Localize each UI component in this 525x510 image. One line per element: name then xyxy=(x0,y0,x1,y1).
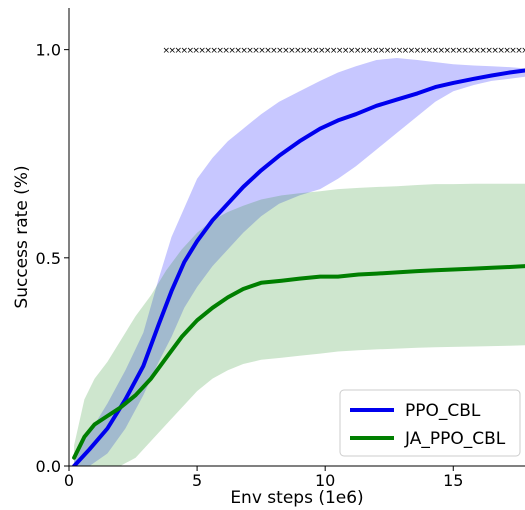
marker-point: × xyxy=(312,46,320,56)
marker-point: × xyxy=(491,46,499,56)
marker-point: × xyxy=(366,46,374,56)
marker-point: × xyxy=(444,46,452,56)
x-tick-label: 15 xyxy=(443,471,463,490)
marker-point: × xyxy=(210,46,218,56)
marker-point: × xyxy=(252,46,260,56)
line-ja-ppo-cbl xyxy=(72,264,525,460)
marker-point: × xyxy=(360,46,368,56)
marker-point: × xyxy=(461,46,469,56)
marker-point: × xyxy=(222,46,230,56)
marker-point: × xyxy=(503,46,511,56)
marker-point: × xyxy=(204,46,212,56)
marker-point: × xyxy=(336,46,344,56)
marker-point: × xyxy=(420,46,428,56)
marker-point: × xyxy=(473,46,481,56)
marker-point: × xyxy=(408,46,416,56)
marker-point: × xyxy=(175,46,183,56)
y-tick-label: 0.5 xyxy=(36,249,61,268)
ticks: 0 5 10 15 0.0 0.5 1.0 xyxy=(36,41,464,490)
marker-point: × xyxy=(342,46,350,56)
marker-point: × xyxy=(354,46,362,56)
marker-point: × xyxy=(324,46,332,56)
marker-point: × xyxy=(216,46,224,56)
marker-point: × xyxy=(288,46,296,56)
x-tick-label: 5 xyxy=(192,471,202,490)
marker-point: × xyxy=(169,46,177,56)
marker-point: × xyxy=(192,46,200,56)
marker-point: × xyxy=(258,46,266,56)
marker-point: × xyxy=(390,46,398,56)
marker-point: × xyxy=(276,46,284,56)
marker-point: × xyxy=(515,46,523,56)
marker-point: × xyxy=(187,46,195,56)
marker-point: × xyxy=(450,46,458,56)
marker-point: × xyxy=(396,46,404,56)
marker-point: × xyxy=(264,46,272,56)
marker-point: × xyxy=(294,46,302,56)
y-axis-label: Success rate (%) xyxy=(12,165,32,308)
marker-point: × xyxy=(318,46,326,56)
marker-point: × xyxy=(402,46,410,56)
marker-point: × xyxy=(181,46,189,56)
y-tick-label: 0.0 xyxy=(36,457,61,476)
marker-point: × xyxy=(509,46,517,56)
marker-point: × xyxy=(497,46,505,56)
marker-point: × xyxy=(378,46,386,56)
legend-label-ppo-cbl: PPO_CBL xyxy=(405,401,481,421)
marker-point: × xyxy=(234,46,242,56)
marker-point: × xyxy=(384,46,392,56)
axes xyxy=(68,8,525,467)
marker-point: × xyxy=(521,46,525,56)
marker-point: × xyxy=(455,46,463,56)
marker-row: ××××××××××××××××××××××××××××××××××××××××… xyxy=(163,46,525,56)
marker-point: × xyxy=(348,46,356,56)
series-lines xyxy=(72,68,525,466)
marker-point: × xyxy=(467,46,475,56)
marker-point: × xyxy=(485,46,493,56)
marker-point: × xyxy=(432,46,440,56)
y-tick-label: 1.0 xyxy=(36,41,61,60)
marker-point: × xyxy=(270,46,278,56)
marker-point: × xyxy=(240,46,248,56)
marker-point: × xyxy=(228,46,236,56)
marker-point: × xyxy=(372,46,380,56)
marker-point: × xyxy=(282,46,290,56)
marker-point: × xyxy=(414,46,422,56)
marker-point: × xyxy=(479,46,487,56)
x-tick-label: 10 xyxy=(315,471,335,490)
x-axis-label: Env steps (1e6) xyxy=(230,488,363,508)
x-tick-label: 0 xyxy=(64,471,74,490)
marker-point: × xyxy=(330,46,338,56)
marker-point: × xyxy=(246,46,254,56)
legend: PPO_CBL JA_PPO_CBL xyxy=(339,389,521,457)
marker-point: × xyxy=(198,46,206,56)
marker-point: × xyxy=(306,46,314,56)
marker-point: × xyxy=(300,46,308,56)
marker-point: × xyxy=(438,46,446,56)
legend-label-ja-ppo-cbl: JA_PPO_CBL xyxy=(404,429,506,449)
marker-point: × xyxy=(163,46,171,56)
marker-point: × xyxy=(426,46,434,56)
line-ppo-cbl xyxy=(72,68,525,466)
